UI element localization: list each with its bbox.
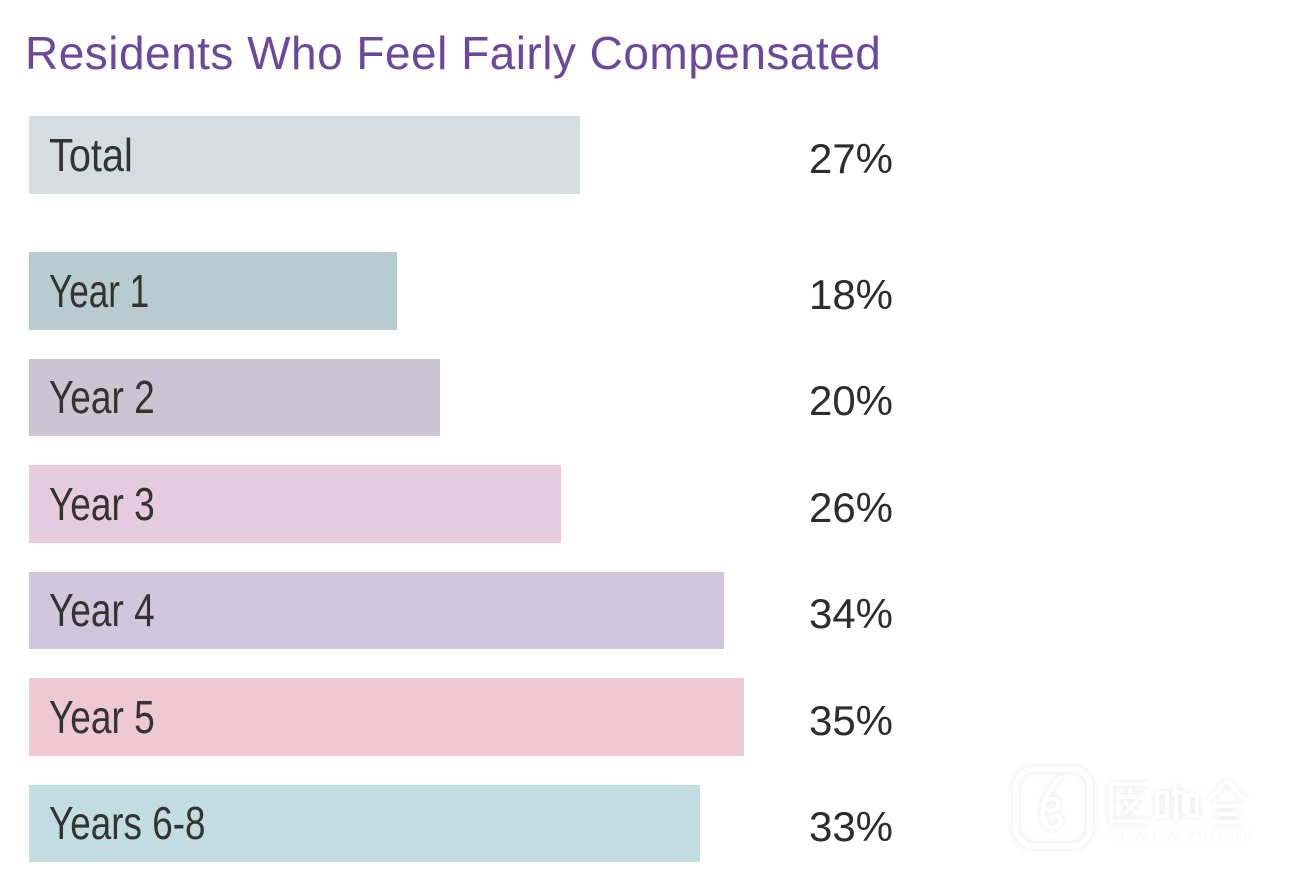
svg-text:MEDIEQ GROUP: MEDIEQ GROUP [1109, 827, 1252, 842]
svg-text:MEDIEQ GROUP: MEDIEQ GROUP [1109, 827, 1252, 842]
